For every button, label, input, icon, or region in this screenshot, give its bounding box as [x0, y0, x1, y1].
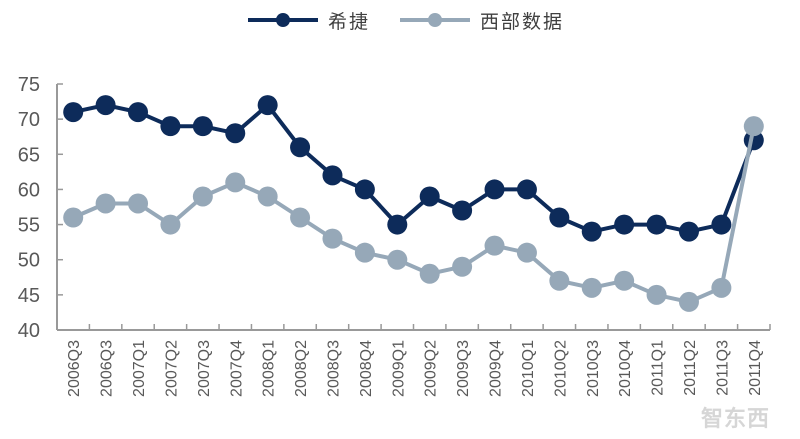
x-tick-label: 2007Q2	[163, 340, 180, 397]
legend: 希捷 西部数据	[248, 6, 594, 34]
data-point	[290, 207, 311, 228]
data-point	[452, 256, 473, 277]
data-point	[484, 179, 505, 200]
x-tick-label: 2010Q4	[617, 340, 634, 397]
legend-item-seagate: 希捷	[248, 7, 370, 34]
data-point	[516, 179, 537, 200]
data-point	[419, 263, 440, 284]
data-point	[322, 228, 343, 249]
data-point	[549, 270, 570, 291]
x-tick-label: 2009Q3	[455, 340, 472, 397]
data-point	[63, 207, 84, 228]
data-point	[581, 221, 602, 242]
data-point	[678, 291, 699, 312]
data-point	[387, 214, 408, 235]
x-tick-label: 2006Q3	[99, 340, 116, 397]
data-point	[257, 186, 278, 207]
x-tick-label: 2009Q1	[390, 340, 407, 397]
data-point	[354, 179, 375, 200]
data-point	[95, 193, 116, 214]
watermark: 智东西	[700, 406, 770, 431]
legend-label: 希捷	[328, 10, 371, 33]
x-tick-label: 2008Q1	[261, 340, 278, 397]
legend-marker-icon	[400, 13, 471, 27]
x-tick-label: 2008Q4	[358, 340, 375, 397]
x-tick-label: 2008Q2	[293, 340, 310, 397]
data-point	[516, 242, 537, 263]
data-point	[290, 137, 311, 158]
x-tick-label: 2010Q1	[520, 340, 537, 397]
x-tick-label: 2011Q1	[650, 340, 667, 396]
x-tick-label: 2007Q1	[131, 340, 148, 397]
x-tick-label: 2008Q3	[325, 340, 342, 397]
data-point	[614, 270, 635, 291]
y-tick-label: 50	[18, 250, 40, 272]
x-tick-label: 2011Q2	[682, 340, 699, 396]
data-point	[160, 214, 181, 235]
y-tick-label: 70	[18, 109, 40, 131]
data-point	[581, 277, 602, 298]
data-point	[322, 165, 343, 186]
axes: 40 45 50 55 60 65 70 75 2006Q3 2006Q3 2007Q1 2007Q2…	[18, 74, 771, 397]
data-point	[387, 249, 408, 270]
data-point	[160, 116, 181, 137]
y-tick-label: 60	[18, 179, 40, 201]
y-tick-label: 45	[18, 285, 40, 307]
y-tick-label: 40	[18, 320, 40, 342]
x-tick-label: 2009Q2	[423, 340, 440, 397]
x-tick-label: 2010Q3	[585, 340, 602, 397]
legend-label: 西部数据	[480, 10, 565, 33]
data-point	[128, 193, 149, 214]
x-tick-label: 2007Q4	[228, 340, 245, 397]
series-layer	[63, 95, 764, 312]
y-tick-label: 55	[18, 215, 40, 237]
data-point	[484, 235, 505, 256]
data-point	[711, 277, 732, 298]
data-point	[646, 284, 667, 305]
y-tick-label: 75	[18, 74, 40, 96]
data-point	[419, 186, 440, 207]
data-point	[192, 116, 213, 137]
x-tick-label: 2011Q4	[747, 340, 764, 396]
data-point	[63, 102, 84, 123]
data-point	[711, 214, 732, 235]
data-point	[225, 123, 246, 144]
x-tick-label: 2010Q2	[552, 340, 569, 397]
legend-item-western-digital: 西部数据	[400, 7, 564, 34]
legend-marker-icon	[248, 13, 318, 27]
y-tick-label: 65	[18, 144, 40, 166]
data-point	[128, 102, 149, 123]
data-point	[743, 116, 764, 137]
data-point	[646, 214, 667, 235]
series-western-digital	[63, 116, 764, 312]
data-point	[225, 172, 246, 193]
data-point	[614, 214, 635, 235]
data-point	[95, 95, 116, 116]
data-point	[192, 186, 213, 207]
x-tick-label: 2007Q3	[196, 340, 213, 397]
data-point	[549, 207, 570, 228]
data-point	[452, 200, 473, 221]
data-point	[678, 221, 699, 242]
x-tick-label: 2009Q4	[488, 340, 505, 397]
data-point	[257, 95, 278, 116]
x-tick-label: 2006Q3	[66, 340, 83, 397]
x-tick-label: 2011Q3	[714, 340, 731, 396]
data-point	[354, 242, 375, 263]
